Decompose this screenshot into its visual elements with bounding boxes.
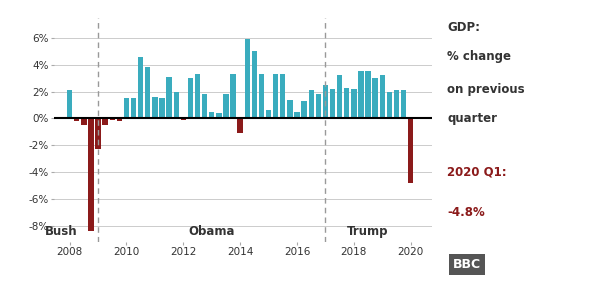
Bar bbox=[166, 77, 172, 118]
Bar bbox=[373, 78, 378, 118]
Text: % change: % change bbox=[447, 50, 511, 63]
Text: BBC: BBC bbox=[453, 258, 481, 271]
Text: GDP:: GDP: bbox=[447, 21, 480, 34]
Bar bbox=[138, 57, 143, 118]
Bar bbox=[145, 67, 151, 118]
Bar bbox=[238, 118, 243, 133]
Bar bbox=[230, 74, 236, 118]
Bar bbox=[308, 90, 314, 118]
Bar bbox=[81, 118, 86, 125]
Bar bbox=[337, 76, 343, 118]
Bar bbox=[195, 74, 200, 118]
Bar bbox=[365, 71, 371, 118]
Bar bbox=[159, 98, 164, 118]
Bar bbox=[380, 76, 385, 118]
Bar bbox=[245, 39, 250, 118]
Bar bbox=[394, 90, 399, 118]
Bar bbox=[173, 91, 179, 118]
Bar bbox=[110, 118, 115, 120]
Bar bbox=[116, 118, 122, 121]
Bar bbox=[216, 113, 221, 118]
Text: Trump: Trump bbox=[347, 225, 389, 238]
Bar bbox=[131, 98, 136, 118]
Bar bbox=[74, 118, 79, 121]
Bar bbox=[386, 91, 392, 118]
Bar bbox=[251, 51, 257, 118]
Bar bbox=[202, 94, 208, 118]
Bar bbox=[124, 98, 129, 118]
Bar bbox=[294, 112, 299, 118]
Bar bbox=[103, 118, 108, 125]
Bar bbox=[351, 89, 356, 118]
Bar bbox=[408, 118, 413, 183]
Bar bbox=[344, 88, 349, 118]
Bar bbox=[401, 90, 406, 118]
Text: on previous: on previous bbox=[447, 83, 524, 96]
Bar bbox=[223, 94, 229, 118]
Text: 2020 Q1:: 2020 Q1: bbox=[447, 165, 506, 178]
Bar bbox=[358, 71, 364, 118]
Bar bbox=[316, 94, 321, 118]
Bar bbox=[287, 100, 293, 118]
Bar bbox=[67, 90, 73, 118]
Bar bbox=[209, 112, 214, 118]
Bar bbox=[152, 97, 158, 118]
Text: Bush: Bush bbox=[45, 225, 77, 238]
Bar bbox=[273, 74, 278, 118]
Text: -4.8%: -4.8% bbox=[447, 206, 485, 219]
Bar bbox=[266, 110, 271, 118]
Bar bbox=[181, 118, 186, 120]
Bar bbox=[323, 85, 328, 118]
Bar bbox=[188, 78, 193, 118]
Bar bbox=[301, 101, 307, 118]
Bar bbox=[280, 74, 286, 118]
Text: quarter: quarter bbox=[447, 112, 497, 125]
Bar bbox=[88, 118, 94, 231]
Bar bbox=[259, 74, 264, 118]
Bar bbox=[95, 118, 101, 149]
Bar bbox=[330, 89, 335, 118]
Text: Obama: Obama bbox=[188, 225, 235, 238]
